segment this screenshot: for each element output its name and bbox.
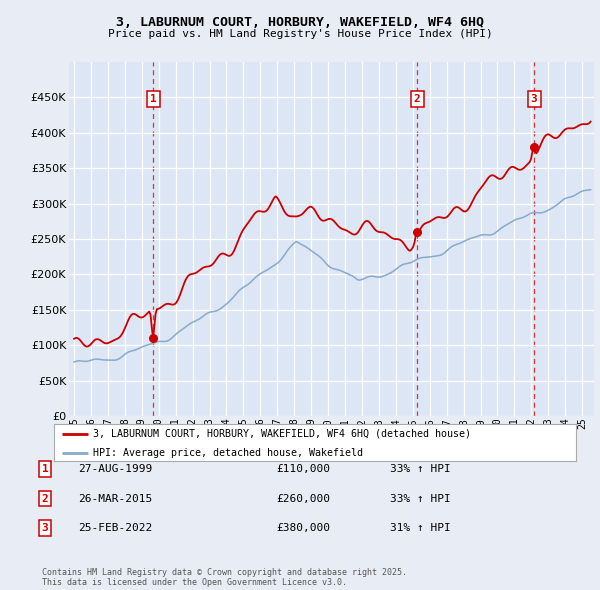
Text: Contains HM Land Registry data © Crown copyright and database right 2025.
This d: Contains HM Land Registry data © Crown c… — [42, 568, 407, 587]
Text: 3, LABURNUM COURT, HORBURY, WAKEFIELD, WF4 6HQ (detached house): 3, LABURNUM COURT, HORBURY, WAKEFIELD, W… — [93, 428, 471, 438]
Text: 33% ↑ HPI: 33% ↑ HPI — [390, 494, 451, 503]
Text: 2: 2 — [41, 494, 49, 503]
Text: £380,000: £380,000 — [276, 523, 330, 533]
Text: Price paid vs. HM Land Registry's House Price Index (HPI): Price paid vs. HM Land Registry's House … — [107, 30, 493, 39]
Text: 27-AUG-1999: 27-AUG-1999 — [78, 464, 152, 474]
Text: 3: 3 — [41, 523, 49, 533]
Text: 3: 3 — [531, 94, 538, 104]
Text: 1: 1 — [150, 94, 157, 104]
Text: HPI: Average price, detached house, Wakefield: HPI: Average price, detached house, Wake… — [93, 448, 363, 458]
Text: £110,000: £110,000 — [276, 464, 330, 474]
Text: 2: 2 — [413, 94, 421, 104]
Text: 1: 1 — [41, 464, 49, 474]
Text: 25-FEB-2022: 25-FEB-2022 — [78, 523, 152, 533]
Text: 3, LABURNUM COURT, HORBURY, WAKEFIELD, WF4 6HQ: 3, LABURNUM COURT, HORBURY, WAKEFIELD, W… — [116, 16, 484, 29]
Text: £260,000: £260,000 — [276, 494, 330, 503]
Text: 26-MAR-2015: 26-MAR-2015 — [78, 494, 152, 503]
Text: 33% ↑ HPI: 33% ↑ HPI — [390, 464, 451, 474]
Text: 31% ↑ HPI: 31% ↑ HPI — [390, 523, 451, 533]
